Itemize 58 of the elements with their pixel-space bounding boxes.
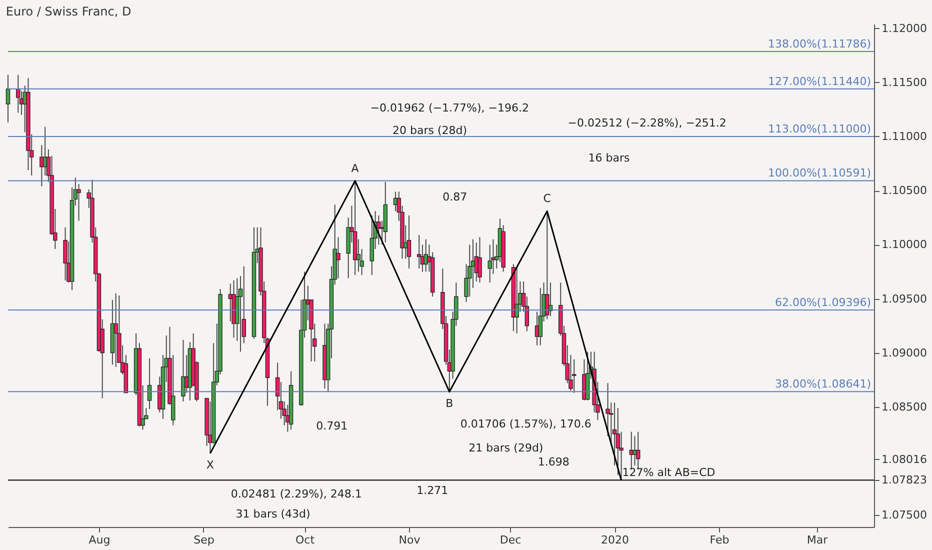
annotation: 0.791 (316, 419, 348, 432)
y-tick-label: 1.07500 (882, 508, 927, 522)
x-tick-label: Oct (296, 534, 316, 546)
ref-line-label: 138.00%(1.11786) (768, 37, 871, 50)
y-tick-label: 1.07823 (882, 474, 927, 487)
chart-title: Euro / Swiss Franc, D (6, 4, 132, 18)
y-tick-label: 1.09000 (882, 346, 927, 360)
y-tick-label: 1.10500 (882, 184, 927, 198)
x-tick-label: Feb (710, 534, 730, 546)
x-tick-label: Sep (194, 534, 214, 546)
y-tick-label: 1.12000 (882, 22, 927, 35)
x-tick-label: 2020 (601, 534, 630, 546)
x-tick-label: Dec (500, 534, 522, 546)
candlestick (6, 74, 10, 123)
candlestick (572, 358, 576, 394)
annotation: C (543, 192, 552, 206)
annotation: A (351, 162, 360, 175)
annotation: 0.02481 (2.29%), 248.1 (230, 487, 362, 500)
candlestick (545, 210, 550, 320)
annotation: X (206, 458, 214, 472)
ref-line-label: 113.00%(1.11000) (768, 122, 871, 136)
candlestick (336, 236, 340, 279)
candlestick (416, 234, 422, 269)
annotation: 20 bars (28d) (392, 124, 468, 138)
y-tick-label: 1.09500 (882, 292, 927, 306)
annotation: B (446, 396, 454, 410)
candlestick (370, 214, 374, 276)
candlestick (147, 358, 152, 410)
y-tick-label: 1.08500 (882, 400, 927, 414)
annotation: 1.271 (416, 484, 448, 497)
annotation: 0.87 (442, 190, 468, 204)
candlestick (76, 184, 81, 222)
candlestick (63, 226, 68, 281)
candlestick (114, 292, 118, 368)
ref-line-label: 100.00%(1.10591) (768, 166, 871, 180)
annotation: 1.698 (538, 456, 570, 469)
candlestick (424, 238, 428, 272)
ref-line-label: 127.00%(1.11440) (768, 74, 871, 88)
candlestick (514, 268, 519, 334)
ref-line-label: 38.00%(1.08641) (774, 378, 871, 391)
y-tick-label: 1.11500 (882, 76, 927, 89)
y-tick-label: 1.10000 (882, 238, 927, 252)
annotation: 127% alt AB=CD (622, 466, 716, 480)
ref-line-label: 62.00%(1.09396) (774, 296, 871, 310)
annotation: −0.02512 (−2.28%), −251.2 (568, 116, 726, 130)
x-tick-label: Aug (88, 534, 110, 546)
candlestick (376, 214, 381, 246)
x-tick-label: Mar (806, 534, 828, 546)
annotation: −0.01962 (−1.77%), −196.2 (370, 102, 529, 115)
x-tick-label: Nov (398, 534, 421, 546)
y-tick-label: 1.08016 (882, 452, 927, 466)
annotation: 31 bars (43d) (236, 507, 310, 520)
annotation: 16 bars (588, 151, 630, 164)
candlestick (478, 236, 482, 284)
candlestick (406, 214, 412, 269)
annotation: 0.01706 (1.57%), 170.6 (460, 417, 592, 430)
y-tick-label: 1.11000 (882, 130, 927, 143)
annotation: 21 bars (29d) (468, 442, 544, 455)
